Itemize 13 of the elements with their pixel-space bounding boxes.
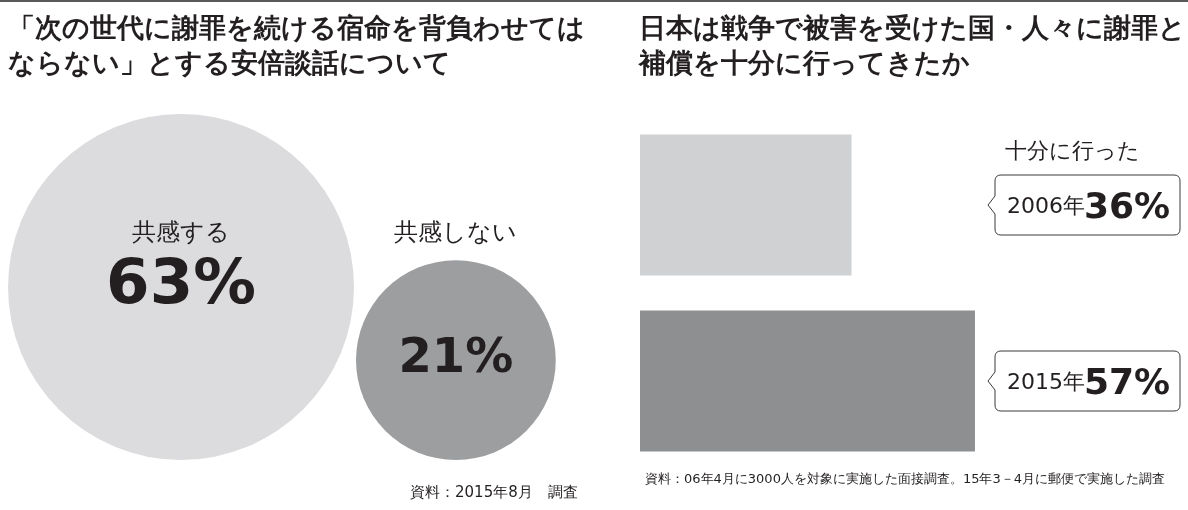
- category-label: 共感する: [132, 218, 230, 246]
- data-label: 63%: [106, 244, 256, 318]
- category-label: 2006年: [1007, 193, 1085, 218]
- text: 資料：2015年8月 調査: [410, 483, 578, 501]
- category-label: 共感しない: [394, 218, 517, 246]
- category-label: 2015年: [1007, 369, 1085, 394]
- text: 十分に行った: [1005, 138, 1140, 163]
- data-label: 36%: [1084, 185, 1171, 226]
- data-label: 57%: [1084, 361, 1171, 402]
- chart-title: 日本は戦争で被害を受けた国・人々に謝罪と補償を十分に行ってきたか: [638, 12, 1186, 79]
- data-label: 21%: [398, 327, 514, 384]
- text: 資料：06年4月に3000人を対象に実施した面接調査。15年3－4月に郵便で実施した調査: [645, 471, 1165, 486]
- text: 「次の世代に謝罪を続ける宿命を背負わせてはならない」とする安倍談話について: [8, 12, 585, 79]
